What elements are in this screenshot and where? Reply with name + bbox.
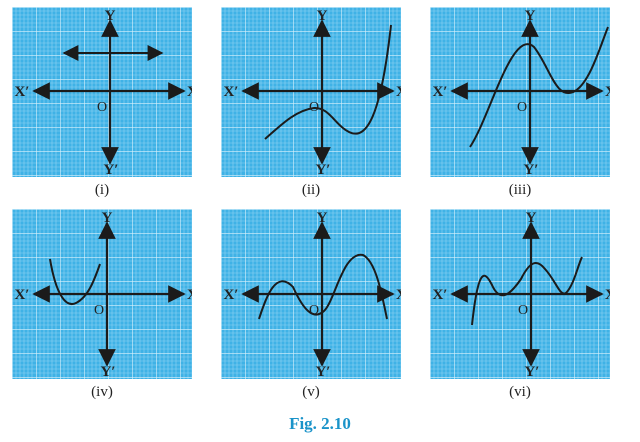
graph-panel-5: Y Y′ X′ X O [221,209,401,379]
graph-curve [258,253,388,320]
origin-label: O [517,100,527,115]
panel-label: (i) [94,182,110,198]
graph-curve [49,258,101,305]
x-axis-label: X [605,84,610,100]
graph-curve [471,256,583,326]
origin-label: O [518,303,528,318]
y-axis-label: Y [525,8,536,24]
panel-label: (vi) [509,384,531,400]
origin-label: O [309,100,319,115]
graph-curve [469,26,609,148]
x-prime-axis-label: X′ [14,287,29,303]
graph-panel-3: Y Y′ X′ X O [430,7,610,177]
graph-svg: Y Y′ X′ X O [221,209,401,379]
panel-label: (iv) [91,384,113,400]
y-axis-label: Y [317,8,328,24]
x-axis-label: X [396,287,401,303]
x-prime-axis-label: X′ [223,84,238,100]
x-prime-axis-label: X′ [432,84,447,100]
panel-label: (iii) [508,182,532,198]
y-axis-label: Y [102,210,113,226]
y-prime-axis-label: Y′ [524,364,539,379]
graph-svg: Y Y′ X′ X O [430,7,610,177]
graph-panel-2: Y Y′ X′ X O [221,7,401,177]
y-prime-axis-label: Y′ [315,162,330,177]
origin-label: O [97,100,107,115]
graph-panel-1: Y Y′ X′ X O [12,7,192,177]
graph-curve [264,24,392,140]
figure-caption: Fig. 2.10 [289,414,351,433]
origin-label: O [309,303,319,318]
x-prime-axis-label: X′ [223,287,238,303]
x-axis-label: X [605,287,610,303]
panel-label: (ii) [301,182,321,198]
y-prime-axis-label: Y′ [100,364,115,379]
y-prime-axis-label: Y′ [315,364,330,379]
x-axis-label: X [187,84,192,100]
graph-svg: Y Y′ X′ X O [430,209,610,379]
panel-label: (v) [302,384,320,400]
graph-svg: Y Y′ X′ X O [12,209,192,379]
origin-label: O [94,303,104,318]
y-prime-axis-label: Y′ [103,162,118,177]
x-axis-label: X [187,287,192,303]
graph-svg: Y Y′ X′ X O [12,7,192,177]
y-axis-label: Y [317,210,328,226]
x-axis-label: X [396,84,401,100]
graph-panel-6: Y Y′ X′ X O [430,209,610,379]
x-prime-axis-label: X′ [14,84,29,100]
y-axis-label: Y [526,210,537,226]
x-prime-axis-label: X′ [432,287,447,303]
graph-svg: Y Y′ X′ X O [221,7,401,177]
graph-panel-4: Y Y′ X′ X O [12,209,192,379]
y-axis-label: Y [105,8,116,24]
y-prime-axis-label: Y′ [523,162,538,177]
